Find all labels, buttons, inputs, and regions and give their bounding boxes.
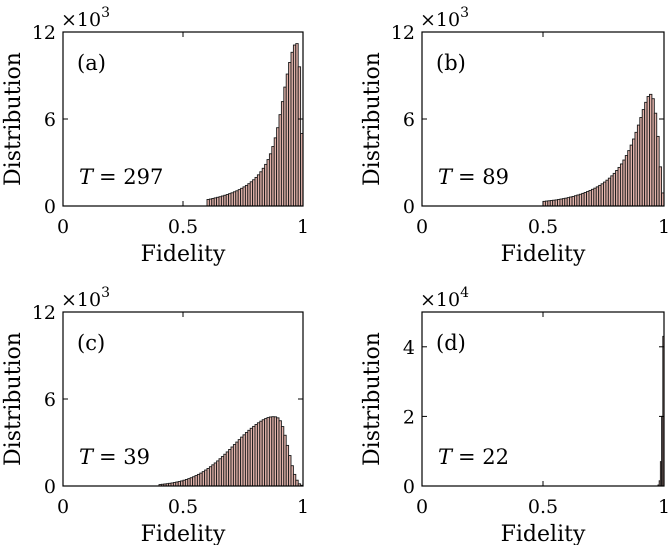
y-tick-label: 4 [403,337,415,359]
multiplier-exponent: 3 [101,285,110,301]
y-tick-label: 6 [44,109,56,131]
panel-c: 0 0.5 1 0 6 12×103 (c) T = 39 Fidelity Distributio… [1,285,309,545]
y-tick-label: 0 [403,196,415,218]
y-tick-label: 6 [44,389,56,411]
exponent-multiplier: ×103 [420,5,469,31]
y-axis-label: Distribution [360,332,385,466]
annotation-value: = 39 [99,445,150,469]
x-axis-label: Fidelity [141,522,226,545]
panel-b: 0 0.5 1 0 6 12×103 (b) T = 89 Fidelity Distributio… [360,5,668,267]
exponent-multiplier: ×103 [61,5,110,31]
temperature-annotation: T = 89 [438,165,509,189]
y-tick-label: 0 [44,196,56,218]
x-tick-label: 0.5 [168,496,198,518]
y-tick-label: 12 [32,302,56,324]
panel-label: (b) [436,51,466,75]
x-tick-label: 1 [297,216,309,238]
multiplier-base: ×10 [61,9,101,31]
x-tick-label: 0 [416,216,428,238]
y-tick-label: 12 [32,22,56,44]
y-axis-label: Distribution [360,52,385,186]
annotation-variable: T [438,165,454,189]
x-tick-label: 0 [57,216,69,238]
temperature-annotation: T = 22 [438,445,509,469]
panel-label: (c) [77,331,105,355]
annotation-variable: T [79,165,95,189]
multiplier-exponent: 4 [460,285,469,301]
multiplier-exponent: 3 [460,5,469,21]
y-tick-label: 2 [403,406,415,428]
x-axis-label: Fidelity [501,242,586,267]
temperature-annotation: T = 39 [79,445,150,469]
x-tick-label: 0 [416,496,428,518]
panel-label: (a) [77,51,106,75]
x-tick-label: 0.5 [528,216,558,238]
annotation-value: = 89 [458,165,509,189]
multiplier-base: ×10 [420,289,460,311]
multiplier-base: ×10 [61,289,101,311]
annotation-variable: T [79,445,95,469]
annotation-value: = 22 [458,445,509,469]
x-axis-label: Fidelity [501,522,586,545]
y-tick-label: 6 [403,109,415,131]
exponent-multiplier: ×103 [61,285,110,311]
multiplier-exponent: 3 [101,5,110,21]
y-tick-label: 12 [391,22,415,44]
x-tick-label: 1 [658,496,668,518]
x-tick-label: 0.5 [168,216,198,238]
x-tick-label: 0.5 [528,496,558,518]
temperature-annotation: T = 297 [79,165,163,189]
y-tick-label: 0 [44,476,56,498]
x-tick-label: 1 [297,496,309,518]
y-axis-label: Distribution [1,332,26,466]
panel-a: 0 0.5 1 0 6 12×103 (a) T = 297 Fidelity Distributi… [1,5,309,267]
annotation-variable: T [438,445,454,469]
x-axis-label: Fidelity [141,242,226,267]
y-axis-label: Distribution [1,52,26,186]
y-tick-label: 0 [403,476,415,498]
x-tick-label: 0 [57,496,69,518]
annotation-value: = 297 [99,165,163,189]
panel-label: (d) [436,331,466,355]
x-tick-label: 1 [658,216,668,238]
multiplier-base: ×10 [420,9,460,31]
exponent-multiplier: ×104 [420,285,469,311]
